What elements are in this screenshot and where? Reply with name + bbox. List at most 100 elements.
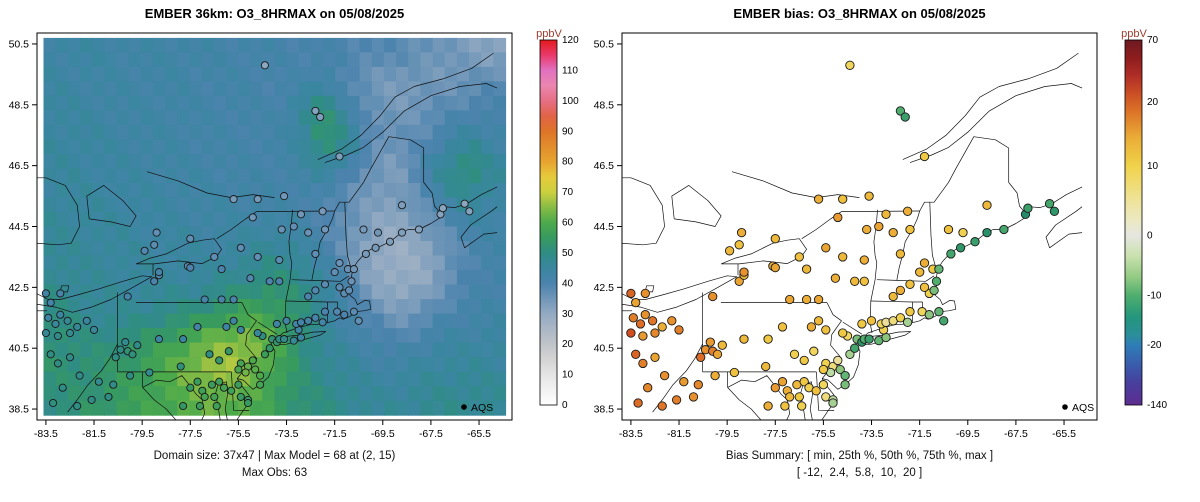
model-grid-cell — [408, 168, 421, 184]
station-marker — [359, 225, 368, 234]
model-grid-cell — [420, 357, 434, 373]
model-grid-cell — [201, 241, 215, 257]
model-grid-cell — [140, 66, 154, 82]
model-grid-cell — [116, 255, 130, 271]
model-grid-cell — [55, 241, 69, 257]
model-grid-cell — [189, 168, 203, 184]
model-grid-cell — [469, 284, 482, 300]
model-grid-cell — [116, 226, 130, 242]
model-grid-cell — [189, 197, 203, 213]
model-grid-cell — [420, 328, 434, 344]
model-grid-cell — [92, 52, 105, 68]
model-grid-cell — [262, 284, 276, 300]
model-grid-cell — [371, 371, 385, 387]
model-grid-cell — [201, 139, 215, 155]
station-marker — [763, 401, 773, 411]
y-axis-tick-label: 48.5 — [594, 99, 615, 111]
model-grid-cell — [104, 110, 118, 126]
model-grid-cell — [456, 313, 470, 329]
model-grid-cell — [469, 37, 482, 53]
x-axis-tick-label: -79.5 — [715, 428, 739, 440]
model-grid-cell — [323, 52, 336, 68]
model-grid-cell — [92, 110, 105, 126]
station-marker — [640, 310, 650, 320]
model-grid-cell — [274, 37, 288, 53]
model-grid-cell — [481, 124, 494, 140]
model-map-panel: -83.5 -81.5 -79.5 -77.5 -75.5 -73.5 -71.5 -69.5… — [9, 32, 579, 440]
model-grid-cell — [311, 139, 324, 155]
model-grid-cell — [274, 110, 288, 126]
model-grid-cell — [286, 284, 300, 300]
map-boundary — [731, 171, 860, 198]
station-marker — [638, 331, 648, 341]
model-grid-cell — [201, 37, 215, 53]
model-grid-cell — [469, 371, 482, 387]
model-grid-cell — [396, 139, 409, 155]
model-grid-cell — [323, 342, 336, 358]
model-grid-cell — [359, 37, 373, 53]
model-grid-cell — [408, 66, 421, 82]
model-grid-cell — [359, 81, 373, 97]
model-grid-cell — [104, 37, 118, 53]
model-grid-cell — [80, 212, 93, 228]
map-boundary — [146, 171, 275, 198]
station-marker — [210, 392, 219, 401]
model-grid-cell — [371, 183, 385, 199]
model-grid-cell — [213, 197, 227, 213]
station-marker — [345, 286, 354, 295]
model-grid-cell — [213, 110, 227, 126]
colorbar-tick-label: 70 — [562, 187, 574, 198]
model-grid-cell — [128, 328, 142, 344]
model-grid-cell — [383, 371, 397, 387]
model-grid-cell — [335, 81, 349, 97]
model-grid-cell — [67, 386, 81, 402]
model-grid-cell — [177, 124, 190, 140]
model-grid-cell — [323, 386, 336, 402]
station-marker — [813, 316, 824, 326]
model-grid-cell — [371, 124, 385, 140]
model-grid-cell — [55, 153, 69, 169]
station-marker — [186, 234, 195, 243]
model-grid-cell — [481, 270, 494, 286]
model-grid-cell — [152, 386, 166, 402]
model-grid-cell — [92, 241, 105, 257]
station-marker — [934, 264, 944, 274]
model-grid-cell — [80, 66, 93, 82]
model-grid-cell — [43, 226, 57, 242]
station-marker — [63, 316, 72, 325]
station-marker — [840, 380, 850, 390]
model-grid-cell — [140, 37, 154, 53]
y-axis-tick-label: 42.5 — [9, 282, 30, 294]
model-grid-cell — [311, 371, 324, 387]
model-grid-cell — [238, 284, 251, 300]
model-grid-cell — [104, 81, 118, 97]
model-grid-cell — [43, 255, 57, 271]
station-marker — [862, 224, 872, 235]
model-grid-cell — [396, 241, 409, 257]
station-marker — [635, 319, 646, 329]
model-grid-cell — [104, 66, 118, 82]
model-grid-cell — [298, 270, 312, 286]
model-grid-cell — [396, 342, 409, 358]
model-grid-cell — [201, 400, 215, 416]
model-grid-cell — [408, 110, 421, 126]
model-grid-cell — [165, 371, 178, 387]
model-grid-cell — [238, 81, 251, 97]
model-grid-cell — [201, 357, 215, 373]
model-grid-cell — [444, 255, 458, 271]
model-grid-cell — [383, 183, 397, 199]
station-marker — [835, 364, 845, 375]
model-grid-cell — [420, 66, 434, 82]
model-grid-cell — [335, 66, 349, 82]
model-grid-cell — [128, 241, 142, 257]
station-marker — [905, 279, 915, 289]
y-axis-tick-label: 50.5 — [9, 38, 30, 50]
station-marker — [1049, 206, 1060, 216]
station-marker — [626, 328, 636, 338]
map-boundary — [644, 285, 655, 293]
station-marker — [905, 224, 915, 235]
model-grid-cell — [408, 255, 421, 271]
model-grid-cell — [225, 328, 239, 344]
model-grid-cell — [371, 400, 385, 416]
model-grid-cell — [371, 328, 385, 344]
